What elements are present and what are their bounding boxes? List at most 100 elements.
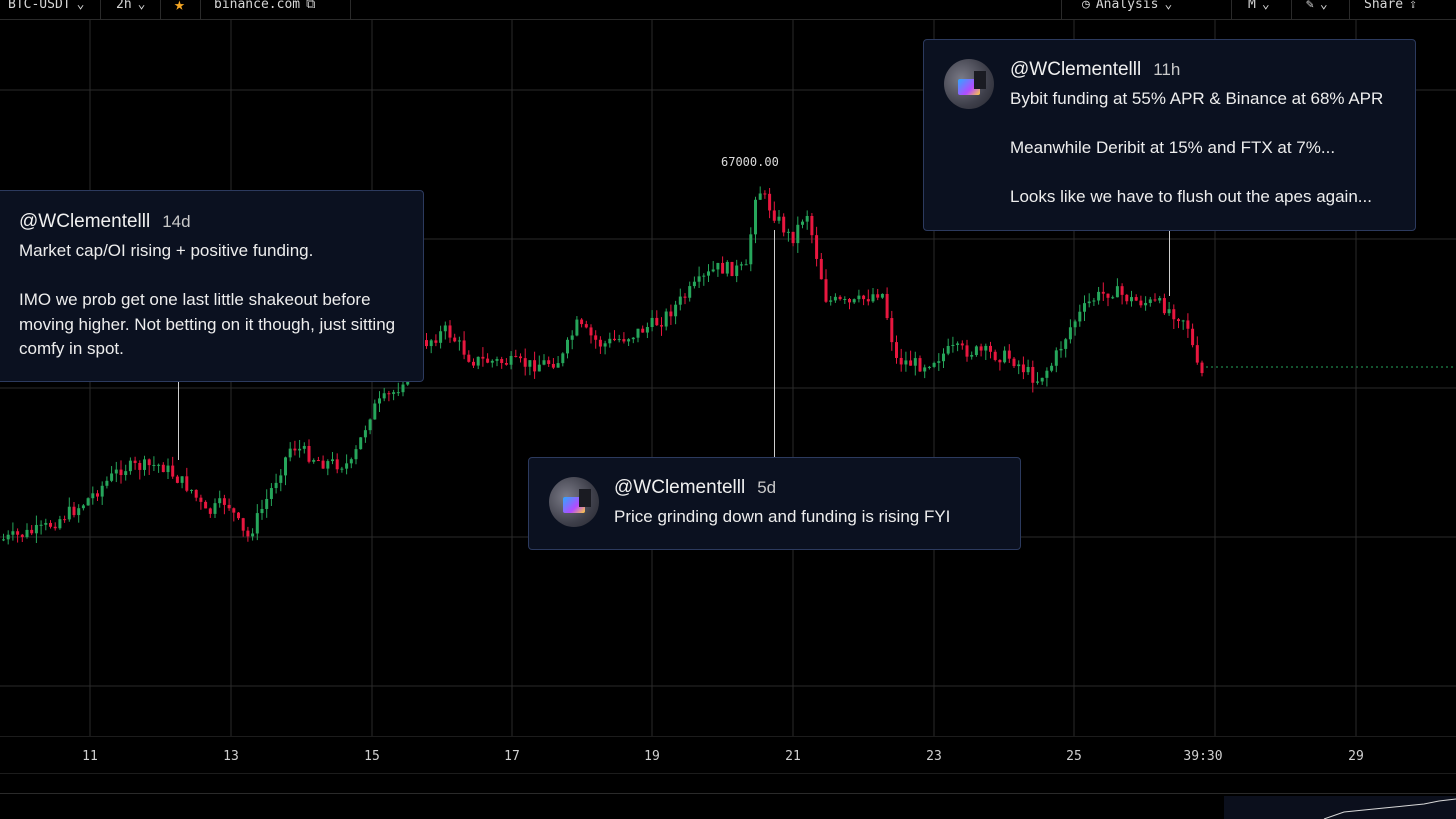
candle-body (683, 296, 687, 298)
candle-body (669, 311, 673, 317)
candle-body (918, 358, 922, 372)
tweet-text: Bybit funding at 55% APR & Binance at 68… (1010, 89, 1384, 206)
candle-body (932, 362, 936, 367)
candle-body (523, 358, 527, 367)
candle-body (904, 360, 908, 365)
candle-body (1031, 366, 1035, 383)
candle-body (739, 264, 743, 266)
candle-body (128, 460, 132, 472)
candle-body (241, 518, 245, 531)
candle-body (72, 506, 76, 516)
candle-body (796, 224, 800, 244)
x-tick-label: 13 (223, 749, 239, 764)
toolbar-divider (1349, 0, 1350, 20)
candle-body (697, 276, 701, 282)
candle-body (53, 526, 57, 529)
candle-body (378, 398, 381, 404)
candle-body (504, 362, 508, 365)
chevron-down-icon: ⌄ (137, 0, 146, 12)
candle-body (1003, 350, 1007, 363)
candle-body (645, 327, 649, 333)
candle-body (298, 448, 302, 451)
candle-body (871, 294, 875, 302)
share-button[interactable]: Share ⇪ (1356, 0, 1425, 20)
candle-body (786, 231, 790, 233)
candle-body (457, 340, 461, 342)
tweet-handle[interactable]: @WClementelll (19, 211, 151, 232)
drawing-tools-button[interactable]: ✎ ⌄ (1298, 0, 1336, 20)
toolbar-divider (1061, 0, 1062, 20)
symbol-selector[interactable]: BTC-USDT ⌄ (0, 0, 92, 20)
tweet-handle[interactable]: @WClementelll (614, 477, 746, 498)
candle-body (801, 221, 804, 225)
candle-body (777, 216, 781, 221)
candle-body (979, 346, 983, 351)
candle-body (16, 531, 20, 535)
candle-body (481, 356, 485, 359)
candle-body (829, 300, 833, 302)
tweet-card[interactable]: @WClementelll 14d Market cap/OI rising +… (0, 190, 424, 382)
candle-body (284, 457, 287, 476)
candle-body (716, 262, 720, 270)
time-axis[interactable] (0, 736, 1456, 774)
mini-navigator-line (1323, 798, 1456, 819)
tweet-handle[interactable]: @WClementelll (1010, 59, 1142, 80)
candle-body (251, 533, 255, 537)
avatar[interactable] (549, 477, 599, 527)
candle-body (288, 448, 292, 458)
candle-body (1181, 320, 1185, 322)
candle-body (1186, 320, 1190, 329)
candle-body (556, 363, 560, 368)
candle-body (368, 419, 372, 431)
avatar[interactable] (944, 59, 994, 109)
toolbar-divider (100, 0, 101, 20)
candle-body (594, 335, 598, 340)
candle-body (570, 335, 574, 340)
tweet-card[interactable]: @WClementelll 5d Price grinding down and… (528, 457, 1021, 550)
candle-body (349, 459, 353, 464)
candle-body (772, 210, 776, 221)
candle-body (1036, 381, 1039, 383)
candle-body (551, 363, 555, 368)
candle-body (222, 498, 226, 505)
candle-body (185, 476, 189, 491)
candle-body (1097, 291, 1101, 301)
chevron-down-icon: ⌄ (1319, 0, 1328, 12)
candle-body (166, 465, 170, 473)
exchange-label: binance.com (214, 0, 301, 12)
candle-body (678, 296, 682, 305)
candle-body (1021, 364, 1025, 373)
candle-body (711, 269, 715, 272)
candle-body (34, 524, 38, 534)
candle-body (688, 286, 692, 298)
candle-body (584, 324, 588, 328)
toolbar-divider (350, 0, 351, 20)
mode-selector[interactable]: M ⌄ (1240, 0, 1278, 20)
exchange-link[interactable]: binance.com ⧉ (206, 0, 323, 20)
candle-body (44, 522, 48, 525)
candle-body (1064, 339, 1068, 349)
candle-body (1083, 303, 1086, 312)
chevron-down-icon: ⌄ (1164, 0, 1173, 12)
navigator-strip[interactable] (0, 793, 1456, 819)
tweet-card[interactable]: @WClementelll 11h Bybit funding at 55% A… (923, 39, 1416, 231)
candle-body (11, 531, 15, 535)
candle-body (1153, 299, 1157, 301)
candle-body (67, 506, 71, 520)
favorite-button[interactable]: ★ (166, 0, 193, 20)
x-tick-label: 25 (1066, 749, 1082, 764)
toolbar-divider (160, 0, 161, 20)
candle-body (81, 505, 85, 509)
candle-body (321, 460, 325, 469)
candle-body (1167, 309, 1171, 314)
interval-selector[interactable]: 2h ⌄ (108, 0, 153, 20)
mini-navigator[interactable] (1224, 796, 1456, 819)
candle-body (1115, 286, 1119, 298)
analysis-toggle[interactable]: ◷ Analysis ⌄ (1074, 0, 1180, 20)
candle-body (302, 445, 306, 449)
x-tick-label: 29 (1348, 749, 1364, 764)
candle-body (1158, 298, 1162, 301)
x-tick-label: 17 (504, 749, 520, 764)
candle-body (30, 529, 34, 534)
candle-body (838, 296, 842, 300)
